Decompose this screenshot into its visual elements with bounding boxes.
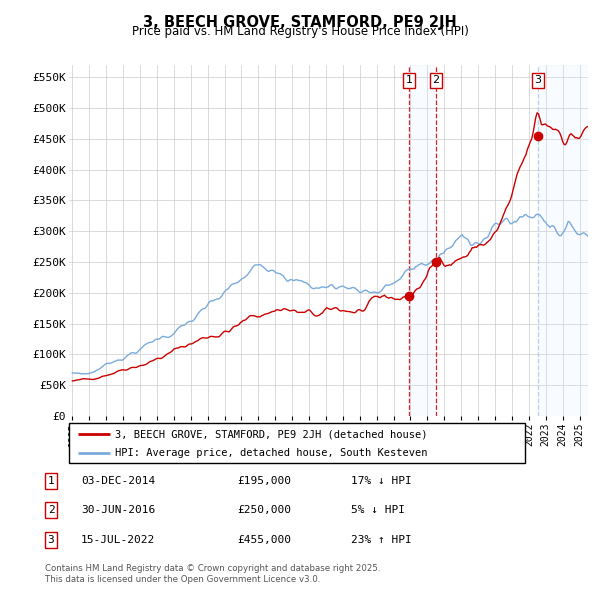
Text: £455,000: £455,000 <box>237 535 291 545</box>
Text: 15-JUL-2022: 15-JUL-2022 <box>81 535 155 545</box>
Text: £195,000: £195,000 <box>237 476 291 486</box>
Text: 23% ↑ HPI: 23% ↑ HPI <box>351 535 412 545</box>
Text: 1: 1 <box>406 76 413 86</box>
Text: 3, BEECH GROVE, STAMFORD, PE9 2JH: 3, BEECH GROVE, STAMFORD, PE9 2JH <box>143 15 457 30</box>
Text: 30-JUN-2016: 30-JUN-2016 <box>81 506 155 515</box>
Bar <box>409 65 436 416</box>
Text: Contains HM Land Registry data © Crown copyright and database right 2025.: Contains HM Land Registry data © Crown c… <box>45 565 380 573</box>
Text: HPI: Average price, detached house, South Kesteven: HPI: Average price, detached house, Sout… <box>115 448 427 458</box>
Text: 1: 1 <box>47 476 55 486</box>
Text: 2: 2 <box>47 506 55 515</box>
Text: 3, BEECH GROVE, STAMFORD, PE9 2JH (detached house): 3, BEECH GROVE, STAMFORD, PE9 2JH (detac… <box>115 430 427 440</box>
Bar <box>538 65 588 416</box>
Text: 5% ↓ HPI: 5% ↓ HPI <box>351 506 405 515</box>
Text: £250,000: £250,000 <box>237 506 291 515</box>
Text: This data is licensed under the Open Government Licence v3.0.: This data is licensed under the Open Gov… <box>45 575 320 584</box>
Text: 2: 2 <box>432 76 439 86</box>
Text: 03-DEC-2014: 03-DEC-2014 <box>81 476 155 486</box>
Text: 17% ↓ HPI: 17% ↓ HPI <box>351 476 412 486</box>
Text: 3: 3 <box>47 535 55 545</box>
Text: 3: 3 <box>535 76 541 86</box>
Text: Price paid vs. HM Land Registry's House Price Index (HPI): Price paid vs. HM Land Registry's House … <box>131 25 469 38</box>
